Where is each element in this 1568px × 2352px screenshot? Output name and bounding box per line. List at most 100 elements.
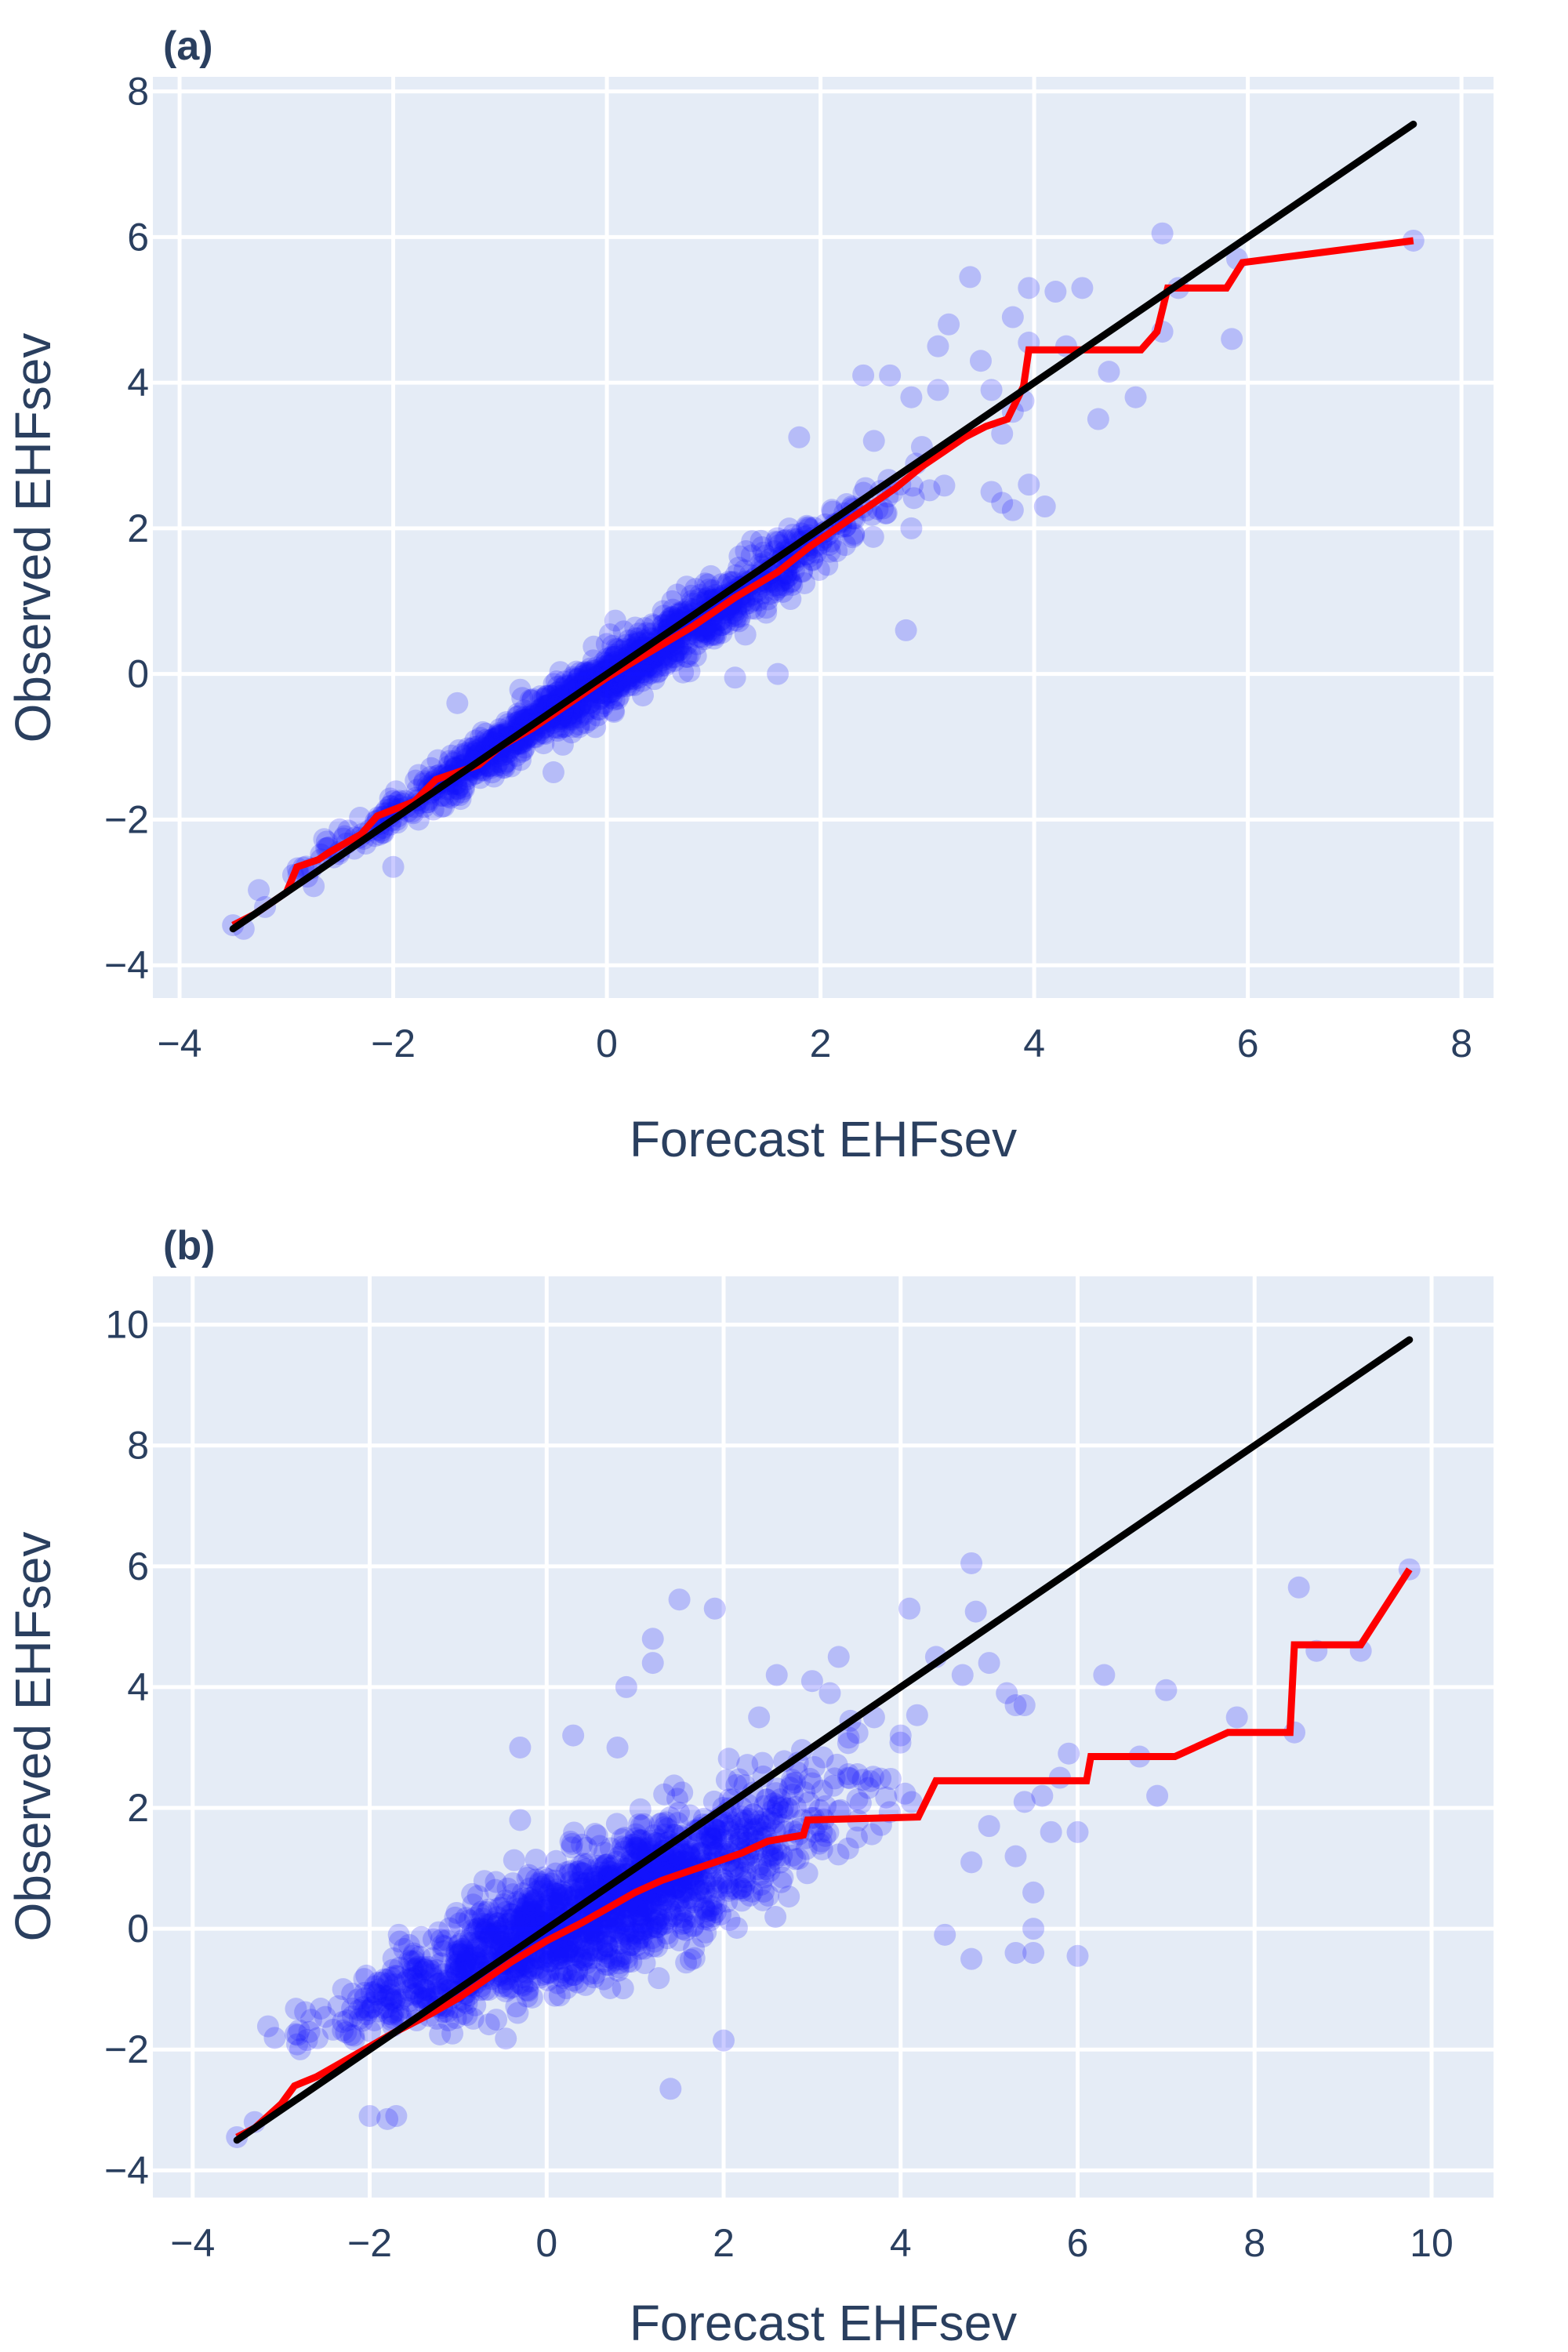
data-point [652,649,674,672]
data-point [495,2027,517,2050]
data-point [469,727,492,750]
y-tick-label: −2 [104,2027,149,2071]
data-point [740,544,763,567]
data-point [969,350,992,372]
data-point [690,626,713,648]
data-point [430,1929,452,1951]
data-point [699,618,722,641]
data-point [838,1767,861,1790]
data-point [509,1736,532,1759]
data-point [641,613,664,636]
data-point [721,605,744,628]
data-point [606,1736,629,1759]
data-point [493,752,516,775]
data-point [540,1888,563,1911]
panel-b-y-axis-title: Observed EHFsev [5,1532,61,1942]
data-point [889,1724,912,1747]
data-point [609,675,632,698]
data-point [608,677,630,699]
data-point [636,655,659,678]
data-point [601,687,623,710]
data-point [938,313,960,336]
data-point [869,1767,892,1790]
data-point [778,517,800,540]
data-point [641,1652,664,1675]
data-point [1044,281,1067,303]
data-point [477,729,500,752]
data-point [927,335,949,358]
data-point [449,788,472,811]
data-point [543,673,565,695]
data-point [703,1597,726,1620]
data-point [495,750,518,773]
data-point [818,1682,841,1704]
data-point [495,711,517,734]
data-point [816,554,839,576]
data-point [300,2009,323,2031]
data-point [678,660,701,683]
data-point [469,767,492,789]
data-point [470,1900,493,1923]
data-point [740,597,763,620]
data-point [256,2015,279,2038]
data-point [687,626,710,648]
data-point [313,828,336,851]
data-point [714,612,737,634]
data-point [978,1815,1000,1838]
data-point [727,1808,750,1831]
data-point [641,655,663,677]
data-point [328,818,351,840]
data-point [596,648,619,670]
data-point [788,426,811,448]
data-point [663,649,686,672]
data-point [456,737,479,760]
data-point [960,1552,983,1574]
data-point [767,574,789,597]
data-point [1066,1820,1089,1843]
y-tick-label: 2 [127,1786,149,1830]
data-point [448,739,470,761]
x-tick-label: 10 [1410,2221,1454,2265]
y-tick-label: 0 [127,652,149,696]
data-point [463,735,486,758]
data-point [752,541,775,564]
data-point [595,682,618,705]
data-point [573,662,596,684]
data-point [516,1985,539,2008]
y-tick-label: 6 [127,1544,149,1588]
data-point [535,684,558,707]
data-point [717,613,739,636]
data-point [624,627,647,650]
data-point [900,386,923,408]
data-point [724,666,746,689]
data-point [608,675,630,698]
data-point [900,517,923,539]
data-point [595,633,618,655]
data-point [728,545,751,568]
data-point [509,749,532,771]
data-point [608,684,630,707]
data-point [1018,474,1040,496]
data-point [577,662,600,684]
panel-b-x-axis-title: Forecast EHFsev [630,2295,1017,2351]
data-point [488,718,511,741]
data-point [464,729,487,752]
data-point [384,1973,407,1996]
data-point [767,662,789,685]
data-point [430,1972,452,1994]
data-point [1066,1944,1089,1967]
data-point [460,737,483,760]
data-point [511,687,534,710]
x-tick-label: 4 [890,2221,912,2265]
data-point [801,548,824,571]
data-point [579,691,601,714]
data-point [503,1849,525,1871]
data-point [567,668,590,691]
data-point [430,796,453,818]
y-tick-label: −4 [104,2148,149,2192]
data-point [918,479,941,502]
data-point [801,1772,824,1795]
data-point [614,669,637,691]
data-point [627,666,650,689]
